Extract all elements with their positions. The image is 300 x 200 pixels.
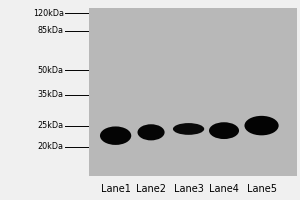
Text: Lane4: Lane4 (209, 184, 239, 194)
Text: Lane1: Lane1 (101, 184, 130, 194)
Ellipse shape (209, 122, 239, 139)
Text: Lane2: Lane2 (136, 184, 166, 194)
Ellipse shape (244, 116, 279, 135)
Text: 25kDa: 25kDa (38, 121, 64, 130)
Text: 20kDa: 20kDa (38, 142, 64, 151)
Text: 35kDa: 35kDa (38, 90, 64, 99)
Text: Lane5: Lane5 (247, 184, 277, 194)
Text: 120kDa: 120kDa (33, 9, 64, 18)
Ellipse shape (137, 124, 165, 140)
Text: 50kDa: 50kDa (38, 66, 64, 75)
Text: Lane3: Lane3 (174, 184, 203, 194)
Text: 85kDa: 85kDa (38, 26, 64, 35)
Ellipse shape (173, 123, 204, 135)
Ellipse shape (100, 126, 131, 145)
